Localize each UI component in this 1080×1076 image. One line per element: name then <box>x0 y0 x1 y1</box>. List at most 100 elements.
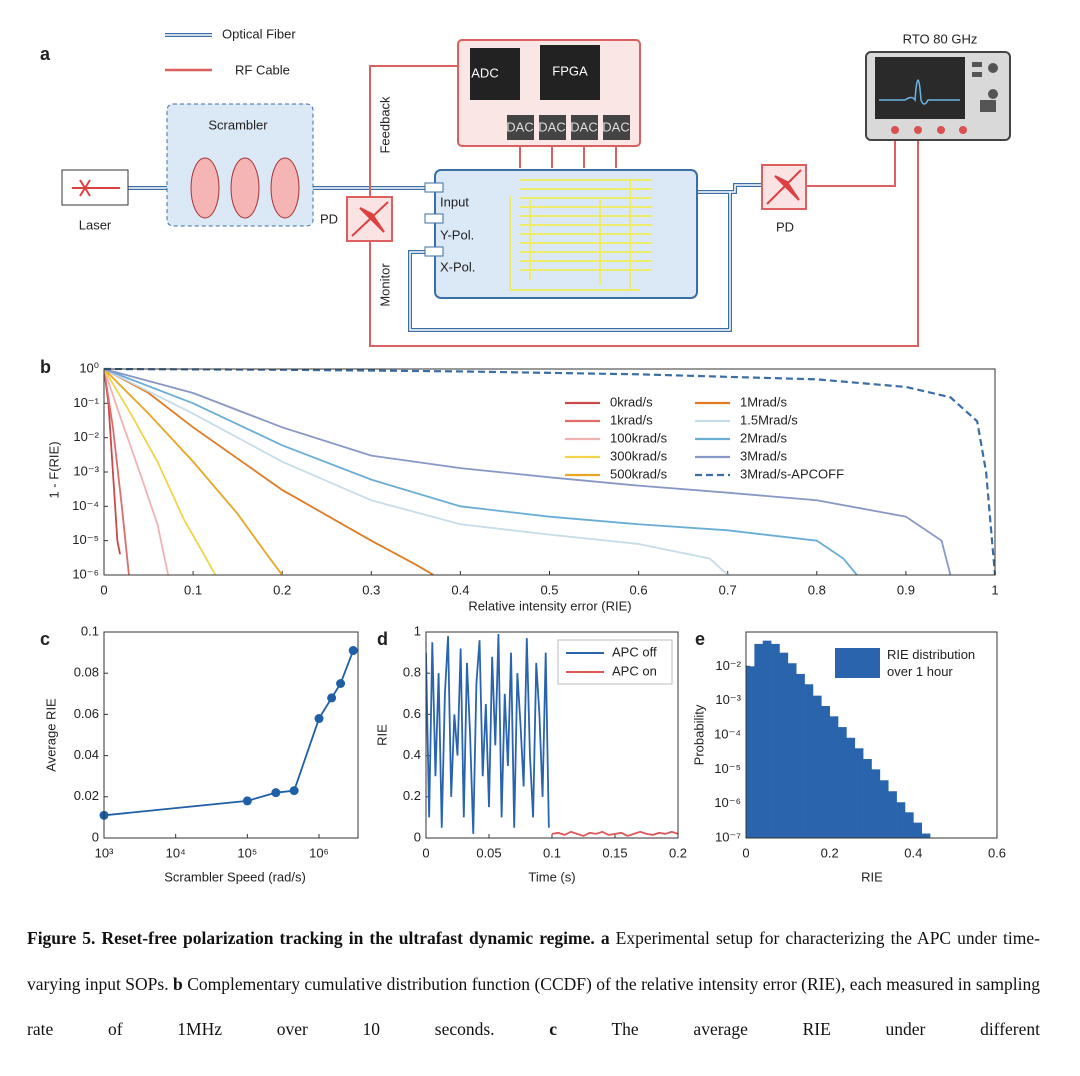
label: Input <box>440 194 469 209</box>
histogram-bar <box>787 663 797 838</box>
y-axis-label: Probability <box>691 704 706 765</box>
marker <box>348 646 358 656</box>
panel-label: b <box>40 357 51 377</box>
legend-swatch <box>835 648 880 678</box>
panel-label: d <box>377 629 388 649</box>
series-line <box>104 367 997 575</box>
legend-text: 300krad/s <box>610 448 668 463</box>
histogram-bar <box>879 780 889 838</box>
chart: b Relative intensity error (RIE) 1 - F(RIE… <box>40 357 999 614</box>
waveplates <box>190 157 300 219</box>
x-tick-label: 0.4 <box>451 582 469 597</box>
y-tick-label: 0 <box>414 829 421 844</box>
y-tick-label: 0.6 <box>403 706 421 721</box>
x-tick-label: 10⁵ <box>237 845 257 860</box>
legend-text: 1.5Mrad/s <box>740 412 798 427</box>
plot-area <box>104 367 997 575</box>
y-tick-label: 1 <box>414 623 421 638</box>
label: DAC <box>602 119 629 134</box>
histogram-bar <box>846 737 856 838</box>
x-tick-label: 0 <box>422 845 429 860</box>
legend-text: APC on <box>612 663 657 678</box>
x-tick-label: 0 <box>100 582 107 597</box>
pd-icon <box>351 201 389 237</box>
histogram-bar <box>904 812 914 838</box>
histogram-bar <box>838 727 847 838</box>
y-tick-label: 0.4 <box>403 747 421 762</box>
laser-icon <box>72 179 120 197</box>
chart: c Scrambler Speed (rad/s) Average RIE 10³ 10… <box>40 623 359 884</box>
label: Feedback <box>377 96 392 154</box>
y-tick-label: 10⁻³ <box>715 692 741 707</box>
histogram-bar <box>829 716 839 838</box>
histogram-bar <box>762 640 772 838</box>
y-tick-label: 10⁻² <box>715 658 741 673</box>
caption-run: c <box>549 1019 558 1039</box>
marker <box>242 796 252 806</box>
x-tick-label: 0.4 <box>904 845 922 860</box>
y-tick-label: 0.08 <box>74 665 99 680</box>
x-tick-label: 0.9 <box>897 582 915 597</box>
histogram-bar <box>896 802 906 838</box>
y-tick-label: 0.02 <box>74 788 99 803</box>
plot-frame <box>103 368 996 576</box>
series-line <box>104 368 217 575</box>
y-tick-label: 0 <box>92 829 99 844</box>
figure: a Optical Fiber RF Cable Laser Scrambler… <box>40 26 1011 884</box>
legend-text: Optical Fiber <box>222 26 296 41</box>
legend-text: APC off <box>612 644 657 659</box>
series-line <box>104 368 283 575</box>
histogram-bar <box>746 666 755 838</box>
x-tick-label: 10³ <box>95 845 114 860</box>
plot-area <box>104 650 355 817</box>
legend-text: 1Mrad/s <box>740 394 787 409</box>
label: Scrambler <box>208 117 268 132</box>
waveguides <box>509 179 652 291</box>
plot-area <box>746 640 931 838</box>
panel-label: a <box>40 44 51 64</box>
series-line <box>104 368 952 575</box>
x-tick-label: 0.7 <box>719 582 737 597</box>
y-tick-label: 10⁻⁷ <box>715 829 741 844</box>
series-line <box>104 368 170 575</box>
label: FPGA <box>552 63 588 78</box>
series-line <box>104 650 355 817</box>
label: ADC <box>471 65 498 80</box>
y-tick-label: 0.04 <box>74 747 99 762</box>
caption-run: Figure 5. Reset-free polarization tracki… <box>27 928 610 948</box>
y-tick-label: 0.2 <box>403 788 421 803</box>
series-line <box>551 830 679 837</box>
caption-run: b <box>173 973 183 994</box>
x-tick-label: 0.8 <box>808 582 826 597</box>
caption-run: Complementary cumulative distribution fu… <box>27 973 1040 1040</box>
legend-text: 0krad/s <box>610 394 653 409</box>
panel-label: e <box>695 629 705 649</box>
label: Laser <box>79 217 112 232</box>
series-line <box>104 368 130 575</box>
y-axis-label: RIE <box>374 724 389 746</box>
series-line <box>104 368 729 575</box>
x-axis-label: RIE <box>861 869 883 884</box>
ports <box>424 182 444 257</box>
legend-text: 1krad/s <box>610 412 653 427</box>
label: RTO 80 GHz <box>903 31 978 46</box>
x-axis-label: Relative intensity error (RIE) <box>468 598 631 613</box>
x-tick-label: 0.1 <box>543 845 561 860</box>
marker <box>327 693 337 703</box>
histogram-bar <box>913 822 922 838</box>
y-tick-label: 0.06 <box>74 706 99 721</box>
legend-text: 2Mrad/s <box>740 430 787 445</box>
y-tick-label: 10⁻⁶ <box>72 566 99 581</box>
y-axis-label: 1 - F(RIE) <box>46 441 61 498</box>
y-tick-label: 10⁰ <box>79 360 99 375</box>
histogram-bar <box>863 758 872 838</box>
caption-run: The average RIE under different <box>557 1019 1040 1039</box>
label: DAC <box>538 119 565 134</box>
label: Monitor <box>377 263 392 307</box>
panel-label: c <box>40 629 50 649</box>
histogram-bar <box>854 748 864 838</box>
x-tick-label: 0 <box>742 845 749 860</box>
x-tick-label: 0.2 <box>273 582 291 597</box>
x-axis-label: Scrambler Speed (rad/s) <box>164 869 306 884</box>
